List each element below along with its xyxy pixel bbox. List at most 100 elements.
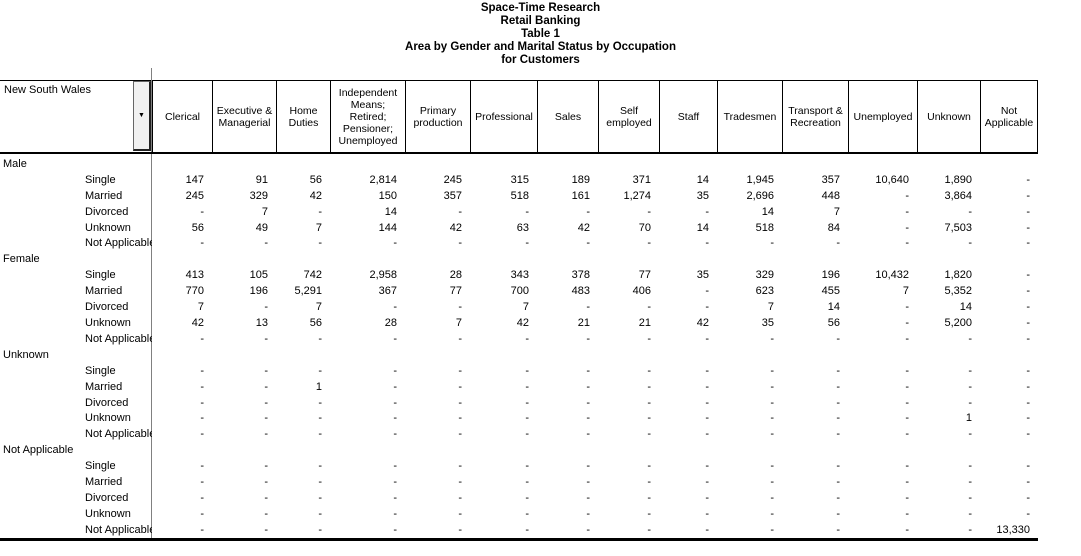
cell-unknown-married-sales: -: [586, 380, 590, 393]
cell-unknown-married-staff: -: [705, 380, 709, 393]
data-row-unknown-married: Married - - 1 - - - - - - - - - - -: [0, 379, 1038, 395]
cell-male-married-staff: 35: [696, 189, 709, 202]
group-label-unknown[interactable]: Unknown: [3, 348, 49, 361]
column-header-tradesmen[interactable]: Tradesmen: [717, 81, 782, 152]
cell-unknown-single-sales: -: [586, 364, 590, 377]
cell-unknown-unknown-self-employed: -: [647, 412, 651, 425]
title-line-population: for Customers: [501, 54, 580, 66]
cell-not-applicable-not-applicable-home-duties: -: [318, 523, 322, 536]
row-label-unknown[interactable]: Unknown: [85, 317, 131, 330]
cell-male-divorced-tradesmen: 14: [761, 205, 774, 218]
cell-female-divorced-self-employed: -: [647, 301, 651, 314]
cell-not-applicable-not-applicable-primary-production: -: [458, 523, 462, 536]
cell-female-single-staff: 35: [696, 269, 709, 282]
group-label-male[interactable]: Male: [3, 157, 27, 170]
cell-unknown-divorced-staff: -: [705, 396, 709, 409]
cell-male-single-clerical: 147: [185, 173, 204, 186]
chevron-down-icon: ▼: [138, 112, 145, 119]
cell-unknown-unknown-tradesmen: -: [770, 412, 774, 425]
column-header-unknown[interactable]: Unknown: [917, 81, 980, 152]
column-header-unemployed[interactable]: Unemployed: [848, 81, 917, 152]
cell-male-unknown-self-employed: 70: [638, 221, 651, 234]
cell-female-divorced-unemployed: -: [905, 301, 909, 314]
cell-not-applicable-single-unknown: -: [968, 460, 972, 473]
cell-male-not-applicable-independent-means-retired-pensioner-unemployed: -: [393, 237, 397, 250]
column-header-independent-means-retired-pensioner-unemployed[interactable]: Independent Means; Retired; Pensioner; U…: [330, 81, 405, 152]
row-label-divorced[interactable]: Divorced: [85, 396, 129, 409]
cell-not-applicable-married-staff: -: [705, 476, 709, 489]
cell-male-divorced-not-applicable: -: [1026, 205, 1030, 218]
row-label-married[interactable]: Married: [85, 189, 123, 202]
row-label-unknown[interactable]: Unknown: [85, 221, 131, 234]
row-label-not-applicable[interactable]: Not Applicable: [85, 237, 152, 250]
cell-unknown-single-executive-managerial: -: [264, 364, 268, 377]
cell-unknown-married-unknown: -: [968, 380, 972, 393]
cell-male-single-unemployed: 10,640: [875, 173, 909, 186]
column-header-self-employed[interactable]: Self employed: [598, 81, 659, 152]
column-header-home-duties[interactable]: Home Duties: [276, 81, 330, 152]
cell-female-single-primary-production: 28: [449, 269, 462, 282]
column-header-clerical[interactable]: Clerical: [152, 81, 212, 152]
column-header-staff[interactable]: Staff: [659, 81, 717, 152]
cell-male-married-transport-recreation: 448: [821, 189, 840, 202]
row-label-unknown[interactable]: Unknown: [85, 507, 131, 520]
row-label-single[interactable]: Single: [85, 364, 116, 377]
cell-not-applicable-divorced-home-duties: -: [318, 491, 322, 504]
cell-male-unknown-unknown: 7,503: [944, 221, 972, 234]
group-label-female[interactable]: Female: [3, 253, 40, 266]
cell-male-unknown-primary-production: 42: [449, 221, 462, 234]
column-header-sales[interactable]: Sales: [537, 81, 598, 152]
cell-male-unknown-sales: 42: [577, 221, 590, 234]
cell-female-married-executive-managerial: 196: [249, 285, 268, 298]
cell-male-unknown-not-applicable: -: [1026, 221, 1030, 234]
cell-not-applicable-single-executive-managerial: -: [264, 460, 268, 473]
row-label-married[interactable]: Married: [85, 476, 123, 489]
row-label-divorced[interactable]: Divorced: [85, 491, 129, 504]
row-label-not-applicable[interactable]: Not Applicable: [85, 332, 152, 345]
cell-female-single-sales: 378: [571, 269, 590, 282]
cell-unknown-unknown-clerical: -: [200, 412, 204, 425]
row-label-married[interactable]: Married: [85, 380, 123, 393]
row-label-divorced[interactable]: Divorced: [85, 301, 129, 314]
cell-unknown-unknown-professional: -: [525, 412, 529, 425]
row-label-not-applicable[interactable]: Not Applicable: [85, 523, 152, 536]
row-label-unknown[interactable]: Unknown: [85, 412, 131, 425]
row-label-married[interactable]: Married: [85, 285, 123, 298]
cell-female-married-unknown: 5,352: [944, 285, 972, 298]
cell-male-divorced-clerical: -: [200, 205, 204, 218]
row-label-single[interactable]: Single: [85, 269, 116, 282]
cell-female-divorced-primary-production: -: [458, 301, 462, 314]
row-label-not-applicable[interactable]: Not Applicable: [85, 428, 152, 441]
cell-female-not-applicable-primary-production: -: [458, 332, 462, 345]
cell-female-unknown-independent-means-retired-pensioner-unemployed: 28: [384, 317, 397, 330]
cell-male-not-applicable-executive-managerial: -: [264, 237, 268, 250]
cell-female-married-sales: 483: [571, 285, 590, 298]
row-label-single[interactable]: Single: [85, 460, 116, 473]
area-dropdown-button[interactable]: ▼: [133, 81, 151, 151]
cell-not-applicable-unknown-unknown: -: [968, 507, 972, 520]
cell-not-applicable-single-tradesmen: -: [770, 460, 774, 473]
column-header-executive-managerial[interactable]: Executive & Managerial: [212, 81, 276, 152]
table-bottom-rule: [0, 538, 1038, 541]
column-header-transport-recreation[interactable]: Transport & Recreation: [782, 81, 848, 152]
group-label-not-applicable[interactable]: Not Applicable: [3, 444, 74, 457]
cell-male-not-applicable-self-employed: -: [647, 237, 651, 250]
cell-not-applicable-not-applicable-staff: -: [705, 523, 709, 536]
cell-not-applicable-divorced-independent-means-retired-pensioner-unemployed: -: [393, 491, 397, 504]
cell-not-applicable-unknown-not-applicable: -: [1026, 507, 1030, 520]
cell-female-divorced-clerical: 7: [197, 301, 204, 314]
row-label-single[interactable]: Single: [85, 173, 116, 186]
cell-unknown-divorced-self-employed: -: [647, 396, 651, 409]
cell-not-applicable-married-executive-managerial: -: [264, 476, 268, 489]
cell-not-applicable-married-primary-production: -: [458, 476, 462, 489]
column-header-professional[interactable]: Professional: [470, 81, 537, 152]
cell-unknown-divorced-independent-means-retired-pensioner-unemployed: -: [393, 396, 397, 409]
column-header-not-applicable[interactable]: Not Applicable: [980, 81, 1038, 152]
data-row-male-divorced: Divorced - 7 - 14 - - - - - 14 7 - - -: [0, 204, 1038, 220]
cell-female-not-applicable-home-duties: -: [318, 332, 322, 345]
column-header-primary-production[interactable]: Primary production: [405, 81, 470, 152]
cell-male-married-unemployed: -: [905, 189, 909, 202]
row-label-divorced[interactable]: Divorced: [85, 205, 129, 218]
cell-not-applicable-divorced-sales: -: [586, 491, 590, 504]
